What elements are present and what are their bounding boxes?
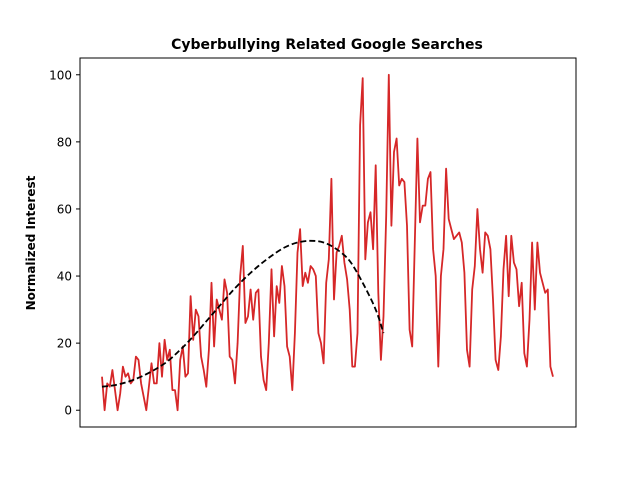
series-line-search-interest [101, 73, 554, 412]
y-tick-label: 20 [57, 337, 72, 351]
series-line-trend [101, 239, 385, 388]
chart-title: Cyberbullying Related Google Searches [171, 37, 483, 53]
y-tick-label: 100 [49, 68, 72, 82]
plot-frame [79, 57, 577, 428]
y-axis-label: Normalized Interest [24, 175, 38, 310]
y-tick-label: 40 [57, 270, 72, 284]
y-tick-label: 60 [57, 202, 72, 216]
y-axis-ticks: 0 20 40 60 80 100 [49, 68, 80, 418]
plot-area [101, 73, 554, 412]
y-tick-label: 80 [57, 135, 72, 149]
y-tick-label: 0 [64, 404, 72, 418]
